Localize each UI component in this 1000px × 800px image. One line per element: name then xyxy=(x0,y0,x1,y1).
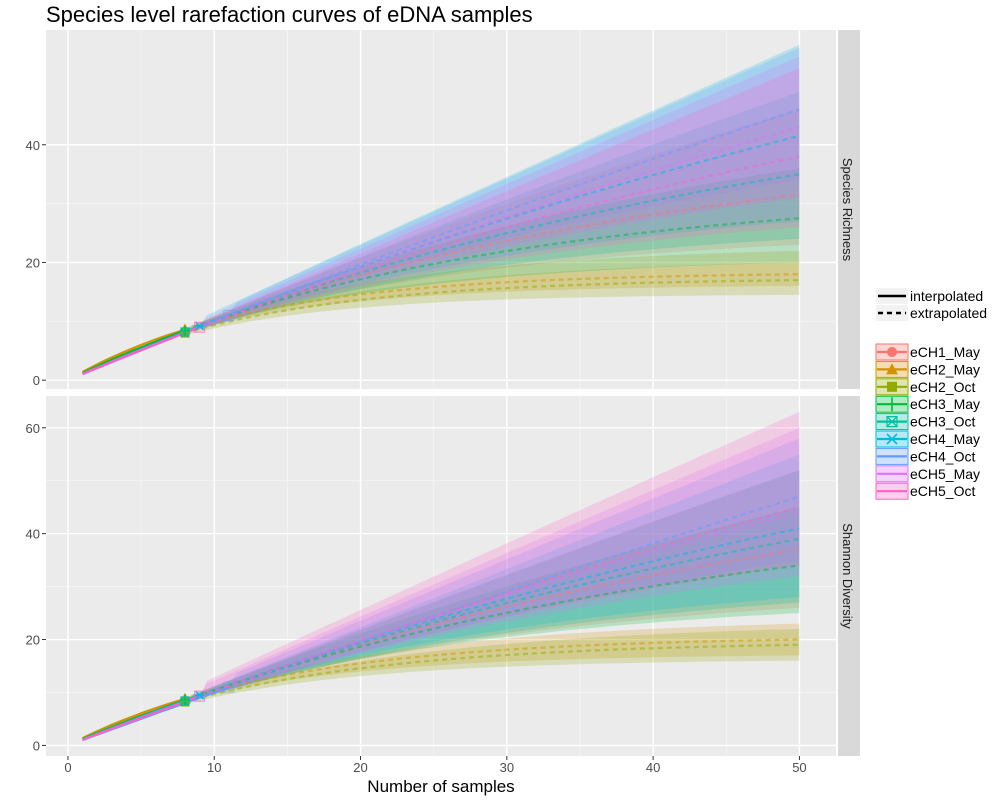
confidence-band-eCH1_May xyxy=(82,109,800,374)
confidence-band-eCH3_Oct xyxy=(82,470,800,740)
confidence-band-eCH5_Oct xyxy=(82,411,800,740)
panel-species-richness: 0 20 40 Species Richness xyxy=(26,30,860,389)
y-tick-label: 40 xyxy=(26,527,40,542)
legend-label: interpolated xyxy=(910,288,983,304)
panel-background xyxy=(46,396,836,756)
legend-marker-eCH3_May xyxy=(886,397,898,412)
legend-label: eCH4_Oct xyxy=(910,448,975,464)
x-tick-label: 0 xyxy=(64,760,71,775)
extrapolated-line-eCH5_May xyxy=(199,511,800,698)
observed-point-eCH4_Oct xyxy=(223,309,235,321)
legend-marker-eCH2_May xyxy=(886,363,898,375)
confidence-band-eCH2_Oct xyxy=(82,262,800,373)
y-tick-label: 0 xyxy=(33,738,40,753)
facet-strip-label: Species Richness xyxy=(840,158,855,262)
confidence-band-eCH2_May xyxy=(82,623,800,739)
confidence-band-eCH1_May xyxy=(82,470,800,740)
legend-marker-eCH2_Oct xyxy=(887,381,897,392)
legend-marker-eCH3_Oct xyxy=(886,416,898,428)
extrapolated-line-eCH2_Oct xyxy=(184,643,800,704)
x-tick-label: 10 xyxy=(207,760,221,775)
legend-label: eCH1_May xyxy=(910,344,980,360)
interpolated-line-eCH2_May xyxy=(82,328,186,373)
extrapolated-line-eCH2_May xyxy=(184,638,800,700)
observed-point-eCH3_Oct xyxy=(180,327,190,337)
observed-point-eCH3_Oct xyxy=(180,696,190,706)
extrapolated-line-eCH5_May xyxy=(199,126,800,329)
chart-title: Species level rarefaction curves of eDNA… xyxy=(46,2,533,27)
confidence-band-eCH2_May xyxy=(82,250,800,372)
panel-data xyxy=(82,411,800,742)
y-tick-label: 40 xyxy=(26,138,40,153)
legend-label: extrapolated xyxy=(910,305,987,321)
confidence-band-eCH5_May xyxy=(82,56,800,375)
confidence-band-eCH4_May xyxy=(82,44,800,374)
facet-strip xyxy=(838,396,860,756)
legend-label: eCH4_May xyxy=(910,431,980,447)
y-tick-label: 20 xyxy=(26,255,40,270)
extrapolated-line-eCH4_Oct xyxy=(228,108,800,317)
panel-background xyxy=(46,30,836,389)
observed-point-eCH5_Oct xyxy=(194,321,206,333)
x-axis: 0 10 20 30 40 50 xyxy=(64,756,807,775)
x-tick-label: 50 xyxy=(792,760,806,775)
panel-data xyxy=(82,44,800,376)
y-tick-label: 20 xyxy=(26,633,40,648)
interpolated-line-eCH5_Oct xyxy=(82,326,200,375)
confidence-band-eCH3_May xyxy=(82,507,800,740)
observed-point-eCH4_Oct xyxy=(223,681,235,693)
confidence-band-eCH4_Oct xyxy=(82,47,800,375)
panel-shannon-diversity: 0 20 40 60 Shannon Diversity xyxy=(26,396,860,756)
confidence-band-eCH5_Oct xyxy=(82,68,800,374)
extrapolated-line-eCH2_May xyxy=(184,273,800,331)
legend-label: eCH3_May xyxy=(910,396,980,412)
confidence-band-eCH2_Oct xyxy=(82,628,800,739)
legend-marker-eCH4_May xyxy=(886,433,898,445)
extrapolated-line-eCH3_May xyxy=(184,564,800,702)
extrapolated-line-eCH2_Oct xyxy=(184,279,800,335)
facet-strip-label: Shannon Diversity xyxy=(840,523,855,629)
facet-panels: 0 20 40 Species Richness 0 20 40 60 Shannon Dive… xyxy=(26,30,860,756)
extrapolated-line-eCH3_May xyxy=(184,217,800,332)
x-tick-label: 30 xyxy=(500,760,514,775)
confidence-band-eCH5_May xyxy=(82,427,800,740)
y-tick-label: 0 xyxy=(33,373,40,388)
observed-point-eCH4_May xyxy=(194,690,205,700)
observed-point-eCH4_May xyxy=(194,321,205,331)
legend-label: eCH2_Oct xyxy=(910,379,975,395)
observed-point-eCH5_Oct xyxy=(194,690,206,702)
confidence-band-eCH4_May xyxy=(82,454,800,740)
legend-label: eCH5_Oct xyxy=(910,483,975,499)
x-axis-title: Number of samples xyxy=(367,777,514,796)
facet-strip xyxy=(838,30,860,389)
x-tick-label: 40 xyxy=(646,760,660,775)
extrapolated-line-eCH5_Oct xyxy=(199,155,800,329)
legend-label: eCH3_Oct xyxy=(910,414,975,430)
legend-marker-eCH1_May xyxy=(887,347,897,357)
extrapolated-line-eCH5_Oct xyxy=(199,506,800,698)
legend-label: eCH2_May xyxy=(910,361,980,377)
legend-label: eCH5_May xyxy=(910,466,980,482)
extrapolated-line-eCH4_Oct xyxy=(228,495,800,689)
confidence-band-eCH4_Oct xyxy=(82,438,800,741)
x-tick-label: 20 xyxy=(353,760,367,775)
extrapolated-line-eCH4_May xyxy=(199,134,800,328)
y-tick-label: 60 xyxy=(26,421,40,436)
confidence-band-eCH3_May xyxy=(82,168,800,374)
